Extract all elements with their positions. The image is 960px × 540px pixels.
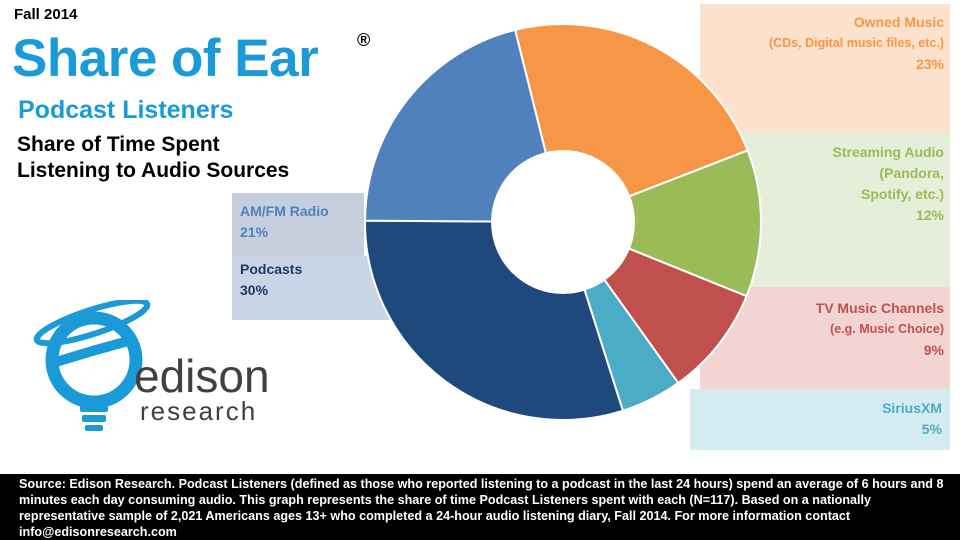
label-sirius-value: 5% (921, 421, 942, 437)
logo-wordmark: edison (134, 350, 270, 402)
label-podcasts: Podcasts 30% (232, 256, 392, 320)
label-streaming-detail-1: (Pandora, (879, 165, 944, 181)
label-podcasts-value: 30% (240, 282, 269, 298)
footer-source-note: Source: Edison Research. Podcast Listene… (0, 474, 960, 540)
description-line-1: Share of Time Spent (17, 133, 220, 156)
chart-description: Share of Time Spent Listening to Audio S… (17, 132, 357, 184)
label-streaming-audio: Streaming Audio (Pandora, Spotify, etc.)… (740, 132, 950, 287)
edison-research-logo: edison research (33, 300, 270, 431)
page-title: Share of Ear (12, 29, 319, 88)
label-tv-name: TV Music Channels (815, 300, 944, 316)
label-amfm-radio: AM/FM Radio 21% (232, 193, 364, 256)
registered-mark: ® (357, 30, 371, 50)
label-siriusxm: SiriusXM 5% (690, 389, 950, 450)
label-podcasts-name: Podcasts (240, 261, 303, 277)
label-streaming-detail-2: Spotify, etc.) (861, 186, 944, 202)
label-sirius-name: SiriusXM (882, 400, 942, 416)
label-amfm-name: AM/FM Radio (240, 203, 329, 219)
description-line-2: Listening to Audio Sources (17, 159, 290, 182)
logo-tagline: research (140, 396, 257, 426)
label-owned-music: Owned Music (CDs, Digital music files, e… (700, 4, 950, 132)
label-owned-name: Owned Music (853, 14, 944, 30)
label-owned-value: 23% (915, 56, 944, 72)
season-label: Fall 2014 (14, 6, 78, 23)
chart-subtitle: Podcast Listeners (18, 96, 234, 124)
label-tv-detail: (e.g. Music Choice) (830, 322, 944, 336)
label-amfm-value: 21% (240, 224, 269, 240)
slice-streaming-audio (560, 149, 762, 298)
label-owned-detail: (CDs, Digital music files, etc.) (768, 36, 944, 50)
lightbulb-icon (33, 300, 151, 431)
label-tv-value: 9% (923, 342, 944, 358)
donut-hole (491, 150, 635, 294)
label-streaming-value: 12% (915, 207, 944, 223)
label-streaming-name: Streaming Audio (832, 144, 945, 160)
